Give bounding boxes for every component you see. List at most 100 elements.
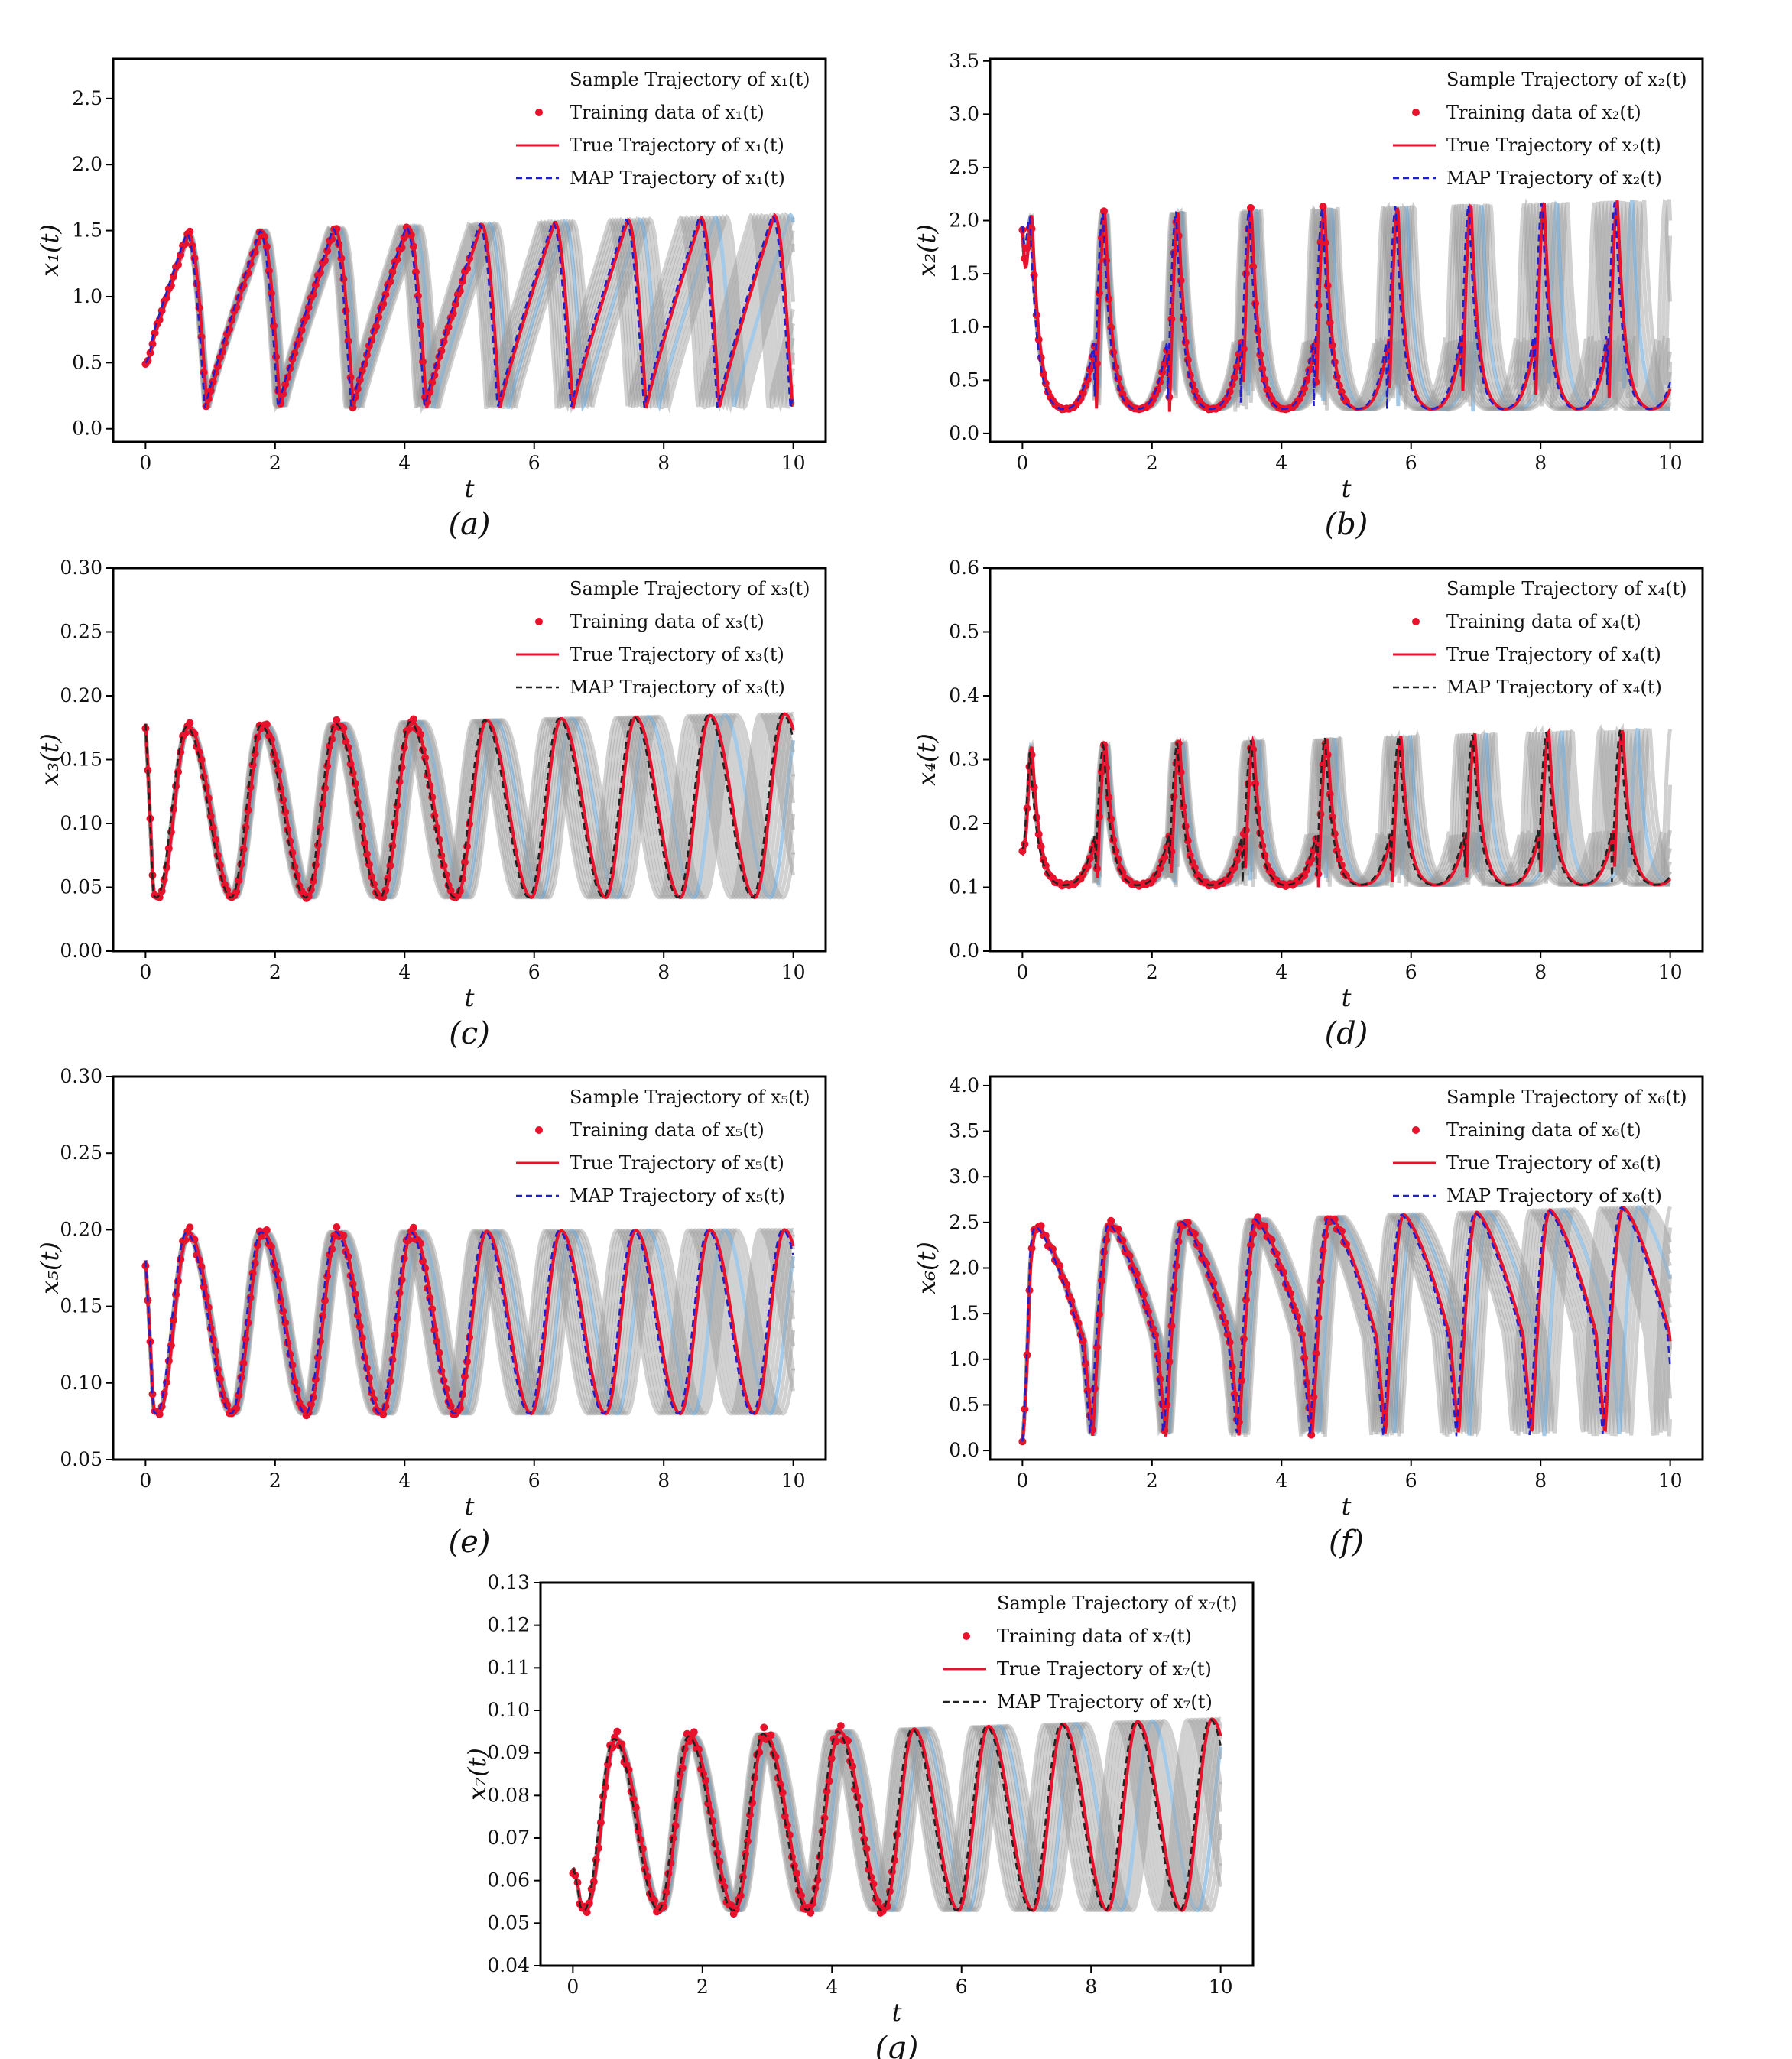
panel-caption: (c) [449, 1016, 490, 1051]
legend-marker-training [1412, 618, 1420, 625]
x-tick-label: 8 [1085, 1976, 1097, 1998]
true-trajectory [571, 1717, 1222, 1912]
y-tick-label: 0.4 [949, 684, 979, 706]
x-tick-label: 6 [1405, 1470, 1417, 1492]
y-tick-label: 0.30 [60, 557, 102, 579]
x-tick-label: 10 [1658, 452, 1683, 474]
sample-trajectory [1020, 1204, 1672, 1442]
y-tick-label: 0.10 [487, 1699, 530, 1721]
training-point [333, 1223, 341, 1231]
y-tick-label: 0.05 [60, 876, 102, 898]
plot-frame [112, 1075, 827, 1461]
x-tick-label: 8 [1534, 1470, 1547, 1492]
x-tick-label: 2 [1146, 1470, 1158, 1492]
legend: Sample Trajectory of x₇(t) Training data … [943, 1593, 1238, 1713]
legend-label-train: Training data of x₂(t) [1446, 102, 1641, 123]
y-tick-label: 0.10 [60, 812, 102, 834]
chart-panel-b: 0 2 4 6 8 10 0.0 0.5 1.0 1.5 2.0 2.5 3.0 3.5 t x₂(t) (b)… [912, 50, 1704, 542]
chart-panel-a: 0 2 4 6 8 10 0.0 0.5 1.0 1.5 2.0 2.5 t x₁(t) (a) Sample… [35, 57, 827, 542]
y-tick-label: 3.0 [949, 1165, 979, 1187]
y-tick-label: 0.3 [949, 749, 979, 771]
x-tick-label: 6 [1405, 452, 1417, 474]
x-tick-label: 4 [1275, 452, 1287, 474]
panel-caption: (d) [1325, 1016, 1368, 1051]
legend: Sample Trajectory of x₁(t) Training data … [516, 69, 810, 189]
sample-trajectory [571, 1719, 1223, 1913]
x-tick-label: 8 [1534, 452, 1547, 474]
legend-label-map: MAP Trajectory of x₂(t) [1446, 167, 1662, 189]
y-tick-label: 2.5 [949, 156, 979, 178]
x-tick-label: 0 [566, 1976, 579, 1998]
plot-area [1018, 1204, 1673, 1446]
legend-label-sample: Sample Trajectory of x₃(t) [570, 578, 810, 599]
y-tick-label: 0.11 [487, 1656, 530, 1678]
plot-area [141, 212, 796, 414]
chart-panel-f: 0 2 4 6 8 10 0.0 0.5 1.0 1.5 2.0 2.5 3.0 3.5 4.0 t x₆(t)… [912, 1074, 1704, 1560]
sample-trajectory [144, 213, 796, 413]
x-tick-label: 10 [1658, 961, 1683, 983]
y-tick-label: 0.30 [60, 1065, 102, 1087]
legend-label-true: True Trajectory of x₅(t) [570, 1152, 784, 1174]
y-tick-label: 0.12 [487, 1614, 530, 1636]
legend-label-map: MAP Trajectory of x₇(t) [997, 1691, 1213, 1713]
x-axis-label: t [465, 983, 475, 1012]
legend-marker-training [535, 109, 543, 116]
legend-label-map: MAP Trajectory of x₄(t) [1446, 677, 1662, 698]
true-trajectory [1021, 200, 1672, 412]
y-tick-label: 0.5 [949, 1393, 979, 1415]
training-point [1018, 1437, 1027, 1446]
y-tick-label: 0.5 [949, 621, 979, 643]
plot-area [141, 711, 796, 902]
sample-trajectory [144, 213, 795, 414]
y-tick-label: 0.25 [60, 621, 102, 643]
x-tick-label: 4 [1275, 1470, 1287, 1492]
legend-label-sample: Sample Trajectory of x₂(t) [1446, 69, 1687, 90]
map-trajectory [144, 214, 794, 410]
legend: Sample Trajectory of x₅(t) Training data … [516, 1086, 810, 1206]
true-trajectory [1021, 726, 1672, 888]
sample-trajectory [143, 712, 796, 900]
panel-caption: (g) [875, 2031, 919, 2059]
legend-marker-training [1412, 109, 1420, 116]
plot-area [1018, 723, 1673, 890]
x-tick-label: 4 [398, 1470, 411, 1492]
x-tick-label: 2 [696, 1976, 709, 1998]
y-tick-label: 0.00 [60, 940, 102, 962]
x-tick-label: 10 [1209, 1976, 1233, 1998]
legend-label-train: Training data of x₇(t) [997, 1625, 1192, 1647]
training-point [1100, 207, 1108, 216]
true-trajectory [1021, 1206, 1672, 1442]
x-tick-label: 0 [1016, 1470, 1028, 1492]
x-tick-label: 0 [1016, 961, 1028, 983]
sample-trajectory [143, 1227, 796, 1416]
y-axis-label: x₄(t) [912, 733, 941, 786]
legend-label-sample: Sample Trajectory of x₆(t) [1446, 1086, 1687, 1108]
y-tick-label: 0.10 [60, 1372, 102, 1394]
training-point [186, 719, 194, 727]
x-tick-label: 8 [657, 1470, 670, 1492]
y-tick-label: 0.0 [72, 417, 102, 440]
x-tick-label: 0 [139, 452, 151, 474]
x-tick-label: 10 [781, 452, 806, 474]
legend-label-sample: Sample Trajectory of x₄(t) [1446, 578, 1687, 599]
y-axis-label: x₁(t) [35, 224, 64, 277]
y-axis-label: x₅(t) [35, 1242, 64, 1294]
legend-label-true: True Trajectory of x₆(t) [1446, 1152, 1661, 1174]
y-axis-label: x₆(t) [912, 1242, 941, 1294]
panel-caption: (e) [449, 1525, 491, 1560]
sample-trajectory [571, 1717, 1223, 1913]
training-point [186, 1223, 194, 1232]
y-tick-label: 0.5 [72, 351, 102, 373]
legend-label-true: True Trajectory of x₇(t) [997, 1658, 1212, 1680]
training-point [1247, 203, 1255, 212]
y-tick-label: 0.0 [949, 940, 979, 962]
y-tick-label: 1.0 [949, 1348, 979, 1370]
map-trajectory [1021, 1206, 1671, 1442]
y-tick-label: 1.0 [949, 316, 979, 338]
chart-panel-d: 0 2 4 6 8 10 0.0 0.1 0.2 0.3 0.4 0.5 0.6 t x₄(t) (d) Sam… [912, 557, 1704, 1051]
y-tick-label: 0.08 [487, 1784, 530, 1806]
y-tick-label: 1.0 [72, 285, 102, 307]
sample-trajectory [1020, 1206, 1672, 1442]
y-tick-label: 0.0 [949, 1439, 979, 1461]
map-trajectory [144, 713, 794, 899]
